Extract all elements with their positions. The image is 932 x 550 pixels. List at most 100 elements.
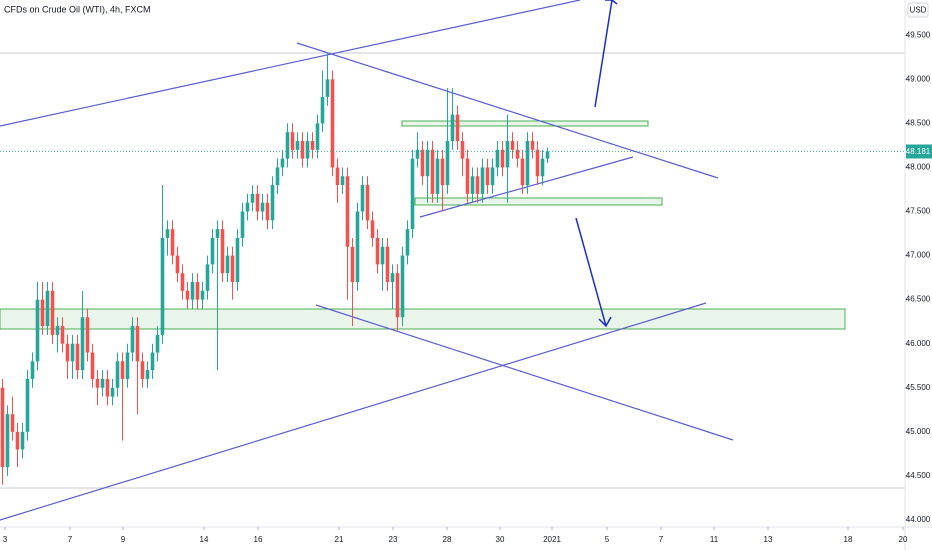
candle-body — [540, 158, 545, 177]
candle-body — [505, 141, 510, 168]
candle-body — [345, 176, 350, 247]
x-tick-label: 2021 — [543, 535, 561, 544]
candle-body — [340, 176, 345, 186]
trend-line — [0, 302, 707, 521]
candle-body — [240, 211, 245, 238]
candle-body — [80, 317, 85, 371]
candle-body — [220, 229, 225, 274]
arrow-head — [598, 316, 612, 328]
candle-body — [90, 352, 95, 379]
y-tick-label: 49.000 — [906, 74, 931, 83]
y-tick-label: 47.500 — [906, 207, 931, 216]
candle-body — [300, 141, 305, 159]
candle-body — [110, 387, 115, 397]
candle-body — [270, 185, 275, 221]
candle-body — [440, 158, 445, 186]
x-tick-label: 5 — [605, 535, 610, 544]
candle-body — [260, 202, 265, 212]
candle-body — [425, 149, 430, 177]
candle-body — [205, 264, 210, 291]
trend-line — [0, 0, 581, 127]
candle-body — [355, 211, 360, 283]
candle-body — [200, 290, 205, 300]
candle-body — [465, 158, 470, 194]
candle-body — [195, 282, 200, 300]
arrow — [575, 217, 607, 327]
arrow-head — [605, 0, 618, 5]
candle-body — [255, 193, 260, 212]
candle-body — [390, 273, 395, 283]
candle-body — [395, 273, 400, 318]
candle-body — [35, 299, 40, 362]
x-tick-label: 18 — [844, 535, 853, 544]
candle-body — [175, 255, 180, 274]
candle-body — [295, 141, 300, 150]
candle-body — [95, 378, 100, 388]
x-tick-label: 11 — [710, 535, 719, 544]
candle-body — [350, 246, 355, 283]
candle-body — [530, 141, 535, 150]
y-tick-label: 44.500 — [906, 471, 931, 480]
trend-line — [315, 304, 734, 441]
candle-body — [75, 343, 80, 371]
x-tick-label: 20 — [899, 535, 908, 544]
x-tick-label: 9 — [121, 535, 126, 544]
candle-body — [20, 431, 25, 450]
candle-body — [170, 229, 175, 256]
candle-body — [305, 141, 310, 159]
candle-body — [275, 167, 280, 186]
y-tick-label: 47.000 — [906, 251, 931, 260]
candle-body — [430, 149, 435, 194]
candle-body — [100, 378, 105, 388]
candle-body — [145, 370, 150, 379]
candle-body — [0, 387, 5, 468]
candle-body — [150, 352, 155, 371]
candle-body — [265, 202, 270, 221]
candle-body — [50, 290, 55, 335]
candle-body — [385, 246, 390, 283]
candle-body — [415, 149, 420, 159]
y-tick-label: 48.500 — [906, 118, 931, 127]
candle-body — [125, 352, 130, 379]
candle-body — [180, 273, 185, 291]
trend-line — [296, 42, 719, 179]
candle-body — [520, 158, 525, 186]
x-tick-label: 28 — [443, 535, 452, 544]
y-tick-label: 45.000 — [906, 427, 931, 436]
arrow — [594, 0, 613, 108]
candle-body — [480, 167, 485, 194]
candle-body — [155, 334, 160, 353]
candle-body — [160, 237, 165, 335]
candle-body — [330, 79, 335, 168]
candle-body — [230, 255, 235, 283]
candle-body — [420, 149, 425, 177]
y-tick-label: 44.000 — [906, 515, 931, 524]
candle-body — [30, 361, 35, 379]
candle-body — [225, 255, 230, 274]
candle-body — [510, 141, 515, 150]
candle-body — [500, 149, 505, 168]
last-price-box — [906, 144, 932, 159]
candle-body — [400, 255, 405, 318]
candle-body — [325, 79, 330, 97]
candle-body — [495, 149, 500, 168]
candle-body — [475, 176, 480, 194]
candle-body — [210, 237, 215, 265]
candle-body — [165, 229, 170, 238]
candle-body — [140, 361, 145, 379]
candle-body — [5, 414, 10, 468]
candle-body — [455, 114, 460, 142]
candle-body — [310, 141, 315, 150]
x-tick-label: 7 — [659, 535, 664, 544]
zone-box — [401, 120, 649, 127]
zone-box — [414, 197, 663, 206]
candle-body — [515, 149, 520, 159]
candle-body — [370, 220, 375, 238]
candle-body — [290, 132, 295, 150]
x-tick-label: 21 — [335, 535, 344, 544]
currency-box — [907, 2, 929, 18]
candle-body — [435, 158, 440, 194]
candle-body — [70, 343, 75, 362]
candle-body — [55, 326, 60, 335]
